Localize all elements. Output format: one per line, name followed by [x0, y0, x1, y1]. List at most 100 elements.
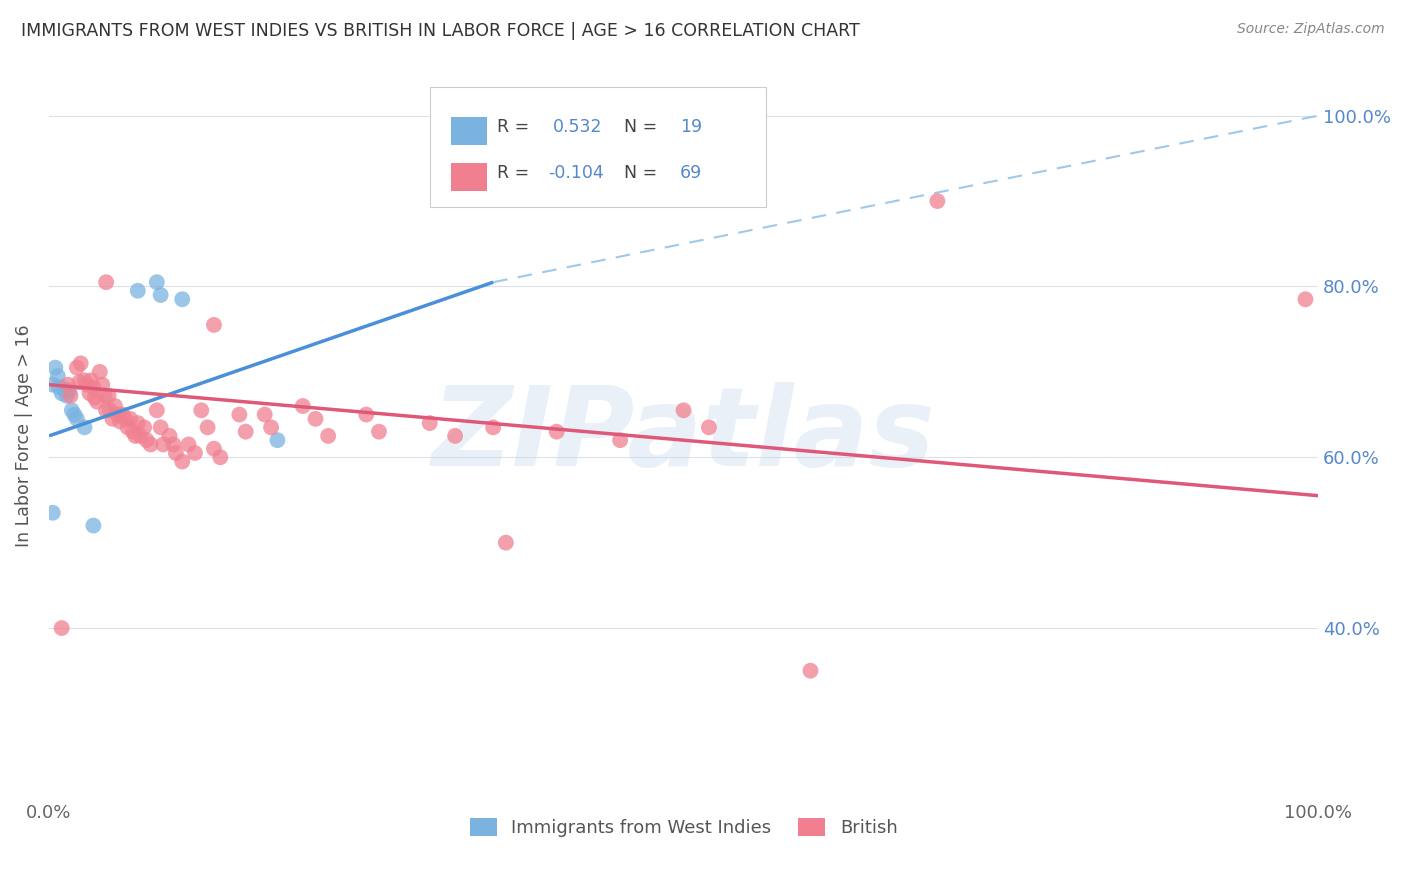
- Point: [266, 433, 288, 447]
- Point: [66, 412, 89, 426]
- Point: [104, 399, 127, 413]
- Point: [177, 437, 200, 451]
- Text: 19: 19: [679, 119, 702, 136]
- Point: [124, 429, 146, 443]
- Point: [209, 450, 232, 465]
- Point: [76, 377, 98, 392]
- Point: [51, 386, 73, 401]
- Point: [697, 420, 720, 434]
- Point: [53, 382, 76, 396]
- Point: [107, 408, 129, 422]
- Point: [60, 403, 83, 417]
- Point: [135, 433, 157, 447]
- Point: [149, 420, 172, 434]
- Legend: Immigrants from West Indies, British: Immigrants from West Indies, British: [463, 811, 905, 844]
- Point: [69, 356, 91, 370]
- Point: [1294, 293, 1316, 307]
- Text: ZIPatlas: ZIPatlas: [432, 383, 935, 490]
- Point: [56, 377, 79, 392]
- Text: N =: N =: [624, 164, 662, 182]
- Point: [127, 416, 149, 430]
- Point: [609, 433, 631, 447]
- Point: [117, 420, 139, 434]
- Point: [356, 408, 378, 422]
- Point: [546, 425, 568, 439]
- Point: [42, 377, 65, 392]
- Text: N =: N =: [624, 119, 662, 136]
- Point: [495, 535, 517, 549]
- Point: [146, 275, 169, 289]
- Point: [159, 429, 181, 443]
- Point: [228, 408, 250, 422]
- Point: [162, 437, 184, 451]
- Point: [120, 412, 142, 426]
- Text: Source: ZipAtlas.com: Source: ZipAtlas.com: [1237, 22, 1385, 37]
- Point: [46, 369, 69, 384]
- Point: [114, 412, 136, 426]
- Point: [799, 664, 821, 678]
- Point: [94, 389, 117, 403]
- Point: [51, 621, 73, 635]
- Point: [190, 403, 212, 417]
- Point: [152, 437, 174, 451]
- Point: [80, 373, 103, 387]
- Point: [97, 389, 120, 403]
- Point: [111, 408, 134, 422]
- Y-axis label: In Labor Force | Age > 16: In Labor Force | Age > 16: [15, 325, 32, 547]
- Point: [83, 391, 105, 405]
- Point: [59, 389, 82, 403]
- Point: [79, 386, 101, 401]
- Point: [121, 425, 143, 439]
- Point: [98, 403, 121, 417]
- Bar: [451, 117, 486, 145]
- Point: [134, 420, 156, 434]
- Point: [86, 394, 108, 409]
- Point: [927, 194, 949, 208]
- Text: 69: 69: [679, 164, 702, 182]
- Point: [260, 420, 283, 434]
- Point: [58, 384, 80, 398]
- Point: [419, 416, 441, 430]
- Point: [67, 375, 90, 389]
- Point: [672, 403, 695, 417]
- Point: [89, 365, 111, 379]
- Bar: [451, 163, 486, 191]
- Point: [94, 275, 117, 289]
- Point: [165, 446, 187, 460]
- Point: [444, 429, 467, 443]
- Point: [63, 408, 86, 422]
- Point: [316, 429, 339, 443]
- Point: [73, 373, 96, 387]
- FancyBboxPatch shape: [430, 87, 766, 207]
- Point: [368, 425, 391, 439]
- Point: [235, 425, 257, 439]
- Point: [184, 446, 207, 460]
- Point: [42, 506, 65, 520]
- Point: [253, 408, 276, 422]
- Point: [44, 360, 66, 375]
- Point: [291, 399, 314, 413]
- Point: [146, 403, 169, 417]
- Point: [482, 420, 505, 434]
- Point: [129, 429, 152, 443]
- Point: [82, 518, 104, 533]
- Text: IMMIGRANTS FROM WEST INDIES VS BRITISH IN LABOR FORCE | AGE > 16 CORRELATION CHA: IMMIGRANTS FROM WEST INDIES VS BRITISH I…: [21, 22, 860, 40]
- Point: [66, 360, 89, 375]
- Text: R =: R =: [496, 164, 534, 182]
- Point: [172, 293, 194, 307]
- Point: [48, 380, 70, 394]
- Text: -0.104: -0.104: [548, 164, 603, 182]
- Point: [202, 442, 225, 456]
- Point: [94, 403, 117, 417]
- Point: [139, 437, 162, 451]
- Point: [108, 414, 131, 428]
- Point: [101, 412, 124, 426]
- Point: [172, 454, 194, 468]
- Point: [73, 420, 96, 434]
- Point: [149, 288, 172, 302]
- Text: 0.532: 0.532: [553, 119, 602, 136]
- Point: [127, 284, 149, 298]
- Point: [55, 389, 77, 403]
- Point: [202, 318, 225, 332]
- Point: [304, 412, 326, 426]
